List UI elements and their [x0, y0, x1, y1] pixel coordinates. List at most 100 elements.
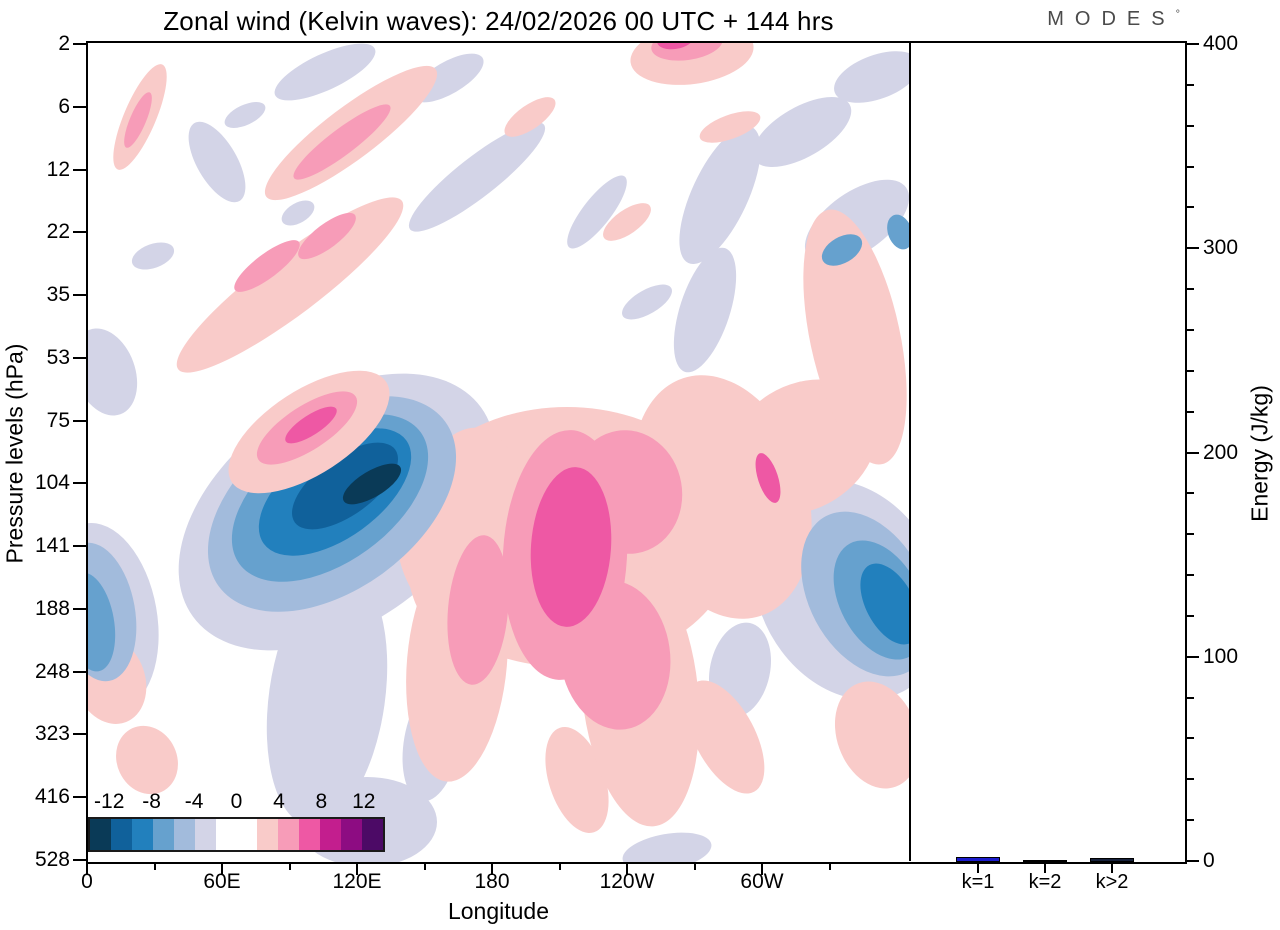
- colorbar-cell: [257, 819, 279, 850]
- energy-axis-label: Energy (J/kg): [1246, 385, 1273, 522]
- modes-logo-text: MODES: [1047, 8, 1176, 30]
- plot-border: [86, 41, 1187, 864]
- energy-minor-tick: [1186, 165, 1194, 168]
- contour-region-b1: [622, 284, 672, 320]
- pressure-tick: [73, 419, 87, 422]
- pressure-tick-label: 104: [34, 471, 70, 495]
- contour-region-b1: [752, 97, 852, 167]
- contour-region-b1: [131, 242, 175, 270]
- pressure-tick: [73, 545, 87, 548]
- contour-region-p1: [176, 197, 404, 373]
- contour-region-b1: [408, 122, 546, 232]
- longitude-tick: [86, 863, 88, 875]
- colorbar-cell: [90, 819, 111, 850]
- contour-region-b3: [887, 214, 910, 250]
- pressure-tick: [73, 105, 87, 108]
- pressure-tick-label: 188: [34, 596, 70, 620]
- colorbar-cell: [236, 819, 258, 850]
- colorbar-cell: [341, 819, 362, 850]
- energy-tick: [1186, 247, 1199, 250]
- pressure-tick-label: 22: [46, 220, 70, 244]
- wavenumber-tick: [1044, 863, 1046, 873]
- contour-field: [87, 42, 910, 862]
- modes-logo-degree: °: [1175, 8, 1180, 21]
- longitude-minor-tick: [558, 863, 561, 870]
- colorbar-cell: [110, 819, 132, 850]
- contour-region-b1: [224, 102, 266, 128]
- pressure-tick: [73, 482, 87, 485]
- contour-region-p2: [293, 104, 391, 180]
- energy-minor-tick: [1186, 410, 1194, 413]
- longitude-tick-label: 120W: [599, 870, 655, 893]
- contour-region-b6: [342, 463, 402, 505]
- pressure-tick-label: 323: [34, 722, 70, 746]
- wavenumber-label: k=2: [1028, 871, 1062, 893]
- energy-minor-tick: [1186, 206, 1194, 209]
- pressure-tick-label: 2: [58, 32, 70, 55]
- colorbar-cell: [215, 819, 237, 850]
- contour-region-p1: [699, 111, 761, 143]
- longitude-tick-label: 120E: [332, 870, 382, 893]
- contour-region-p2: [559, 580, 671, 730]
- contour-region-p1: [116, 725, 178, 795]
- contour-region-b1: [188, 121, 246, 203]
- pressure-tick: [73, 43, 87, 45]
- pressure-tick-label: 141: [34, 534, 70, 558]
- energy-minor-tick: [1186, 369, 1194, 372]
- chart-title: Zonal wind (Kelvin waves): 24/02/2026 00…: [163, 6, 834, 36]
- modes-logo: MODES°: [1047, 8, 1180, 31]
- contour-region-b5: [292, 442, 398, 530]
- contour-region-p3: [285, 406, 337, 444]
- energy-tick: [1186, 655, 1199, 658]
- colorbar-cell: [320, 819, 342, 850]
- pressure-tick: [73, 733, 87, 736]
- longitude-tick: [491, 863, 493, 875]
- pressure-tick: [73, 859, 87, 861]
- energy-minor-tick: [1186, 124, 1194, 127]
- colorbar-cell: [152, 819, 174, 850]
- longitude-minor-tick: [423, 863, 426, 870]
- energy-minor-tick: [1186, 492, 1194, 495]
- contour-region-p1: [834, 681, 910, 789]
- energy-minor-tick: [1186, 614, 1194, 617]
- energy-tick-label: 100: [1203, 644, 1239, 668]
- colorbar-tick-label: 0: [230, 790, 243, 813]
- pressure-tick-label: 6: [58, 94, 70, 118]
- wavenumber-tick: [1111, 863, 1113, 873]
- contour-region-p1: [685, 680, 765, 794]
- longitude-tick: [626, 863, 628, 875]
- energy-minor-tick: [1186, 778, 1194, 781]
- energy-tick: [1186, 451, 1199, 454]
- energy-minor-tick: [1186, 533, 1194, 536]
- wavenumber-label: k=1: [961, 871, 995, 893]
- energy-bar-3: [1090, 858, 1134, 862]
- colorbar-cell: [278, 819, 300, 850]
- contour-region-p2: [298, 212, 356, 260]
- contour-region-p1: [603, 203, 651, 241]
- colorbar-cell: [361, 819, 383, 850]
- energy-tick-label: 0: [1203, 849, 1215, 872]
- colorbar: [88, 817, 385, 852]
- contour-region-b1: [622, 832, 712, 862]
- colorbar-tick-label: 12: [352, 790, 376, 813]
- energy-tick-label: 400: [1203, 32, 1239, 55]
- longitude-tick: [221, 863, 223, 875]
- contour-region-b3: [821, 234, 863, 266]
- contour-region-p1: [545, 726, 609, 834]
- colorbar-tick-label: -4: [184, 790, 204, 813]
- contour-region-b1: [834, 51, 910, 103]
- colorbar-tick-label: 4: [273, 790, 285, 813]
- contour-region-b1: [567, 175, 627, 249]
- contour-region-p3: [755, 453, 781, 503]
- pressure-tick-label: 416: [34, 785, 70, 809]
- pressure-tick-label: 12: [46, 157, 70, 181]
- energy-tick: [1186, 43, 1199, 45]
- pressure-tick-label: 75: [46, 408, 70, 432]
- pressure-tick-label: 35: [46, 283, 70, 307]
- longitude-minor-tick: [288, 863, 291, 870]
- energy-tick-label: 200: [1203, 440, 1239, 464]
- energy-tick: [1186, 860, 1199, 862]
- contour-region-b1: [266, 568, 388, 826]
- longitude-tick-label: 60W: [740, 870, 784, 893]
- longitude-tick-label: 180: [474, 870, 510, 893]
